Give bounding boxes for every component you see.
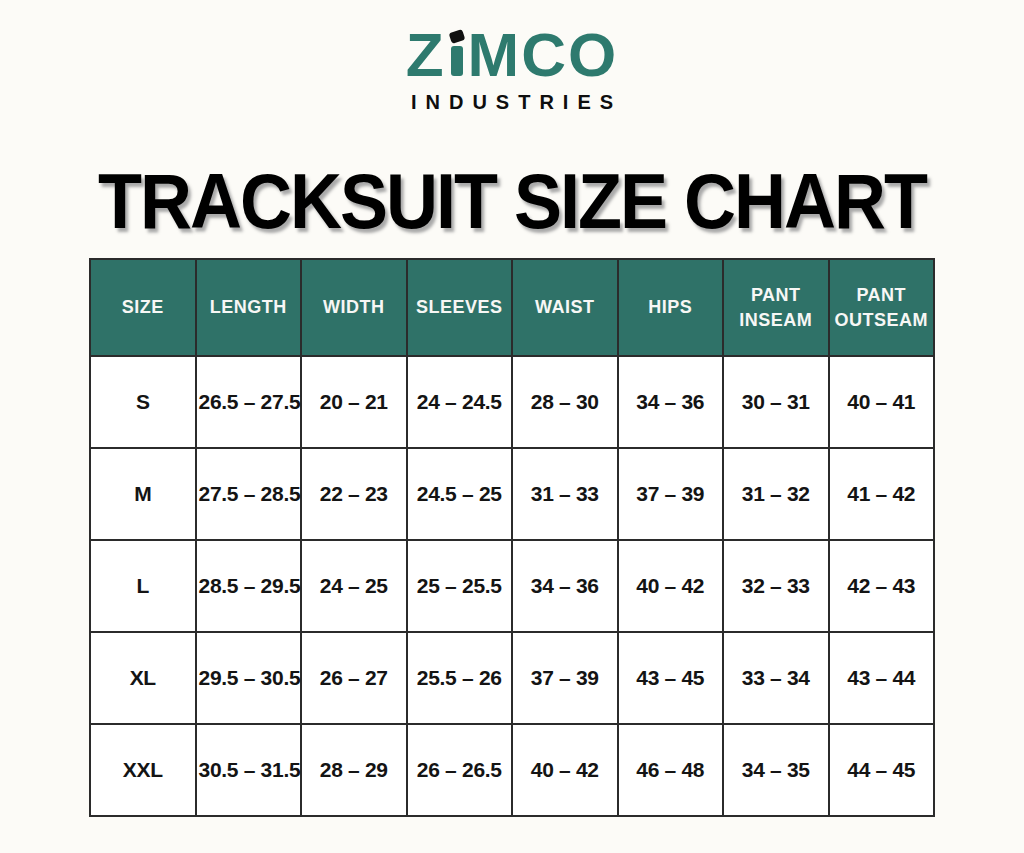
- cell-pant-inseam: 30 – 31: [723, 356, 829, 448]
- column-header-pant-inseam: PANT INSEAM: [723, 259, 829, 356]
- cell-pant-outseam: 42 – 43: [829, 540, 935, 632]
- logo-i-stem: [451, 46, 463, 76]
- cell-width: 24 – 25: [301, 540, 407, 632]
- cell-size: M: [90, 448, 196, 540]
- table-header: SIZE LENGTH WIDTH SLEEVES WAIST HIPS PAN…: [90, 259, 934, 356]
- page-title: TRACKSUIT SIZE CHART: [0, 160, 1024, 244]
- cell-sleeves: 24 – 24.5: [407, 356, 513, 448]
- cell-pant-inseam: 32 – 33: [723, 540, 829, 632]
- cell-pant-outseam: 41 – 42: [829, 448, 935, 540]
- table-row-l: L 28.5 – 29.5 24 – 25 25 – 25.5 34 – 36 …: [90, 540, 934, 632]
- cell-pant-inseam: 34 – 35: [723, 724, 829, 816]
- brand-letters-mco: MCO: [468, 20, 619, 89]
- column-header-size: SIZE: [90, 259, 196, 356]
- cell-waist: 34 – 36: [512, 540, 618, 632]
- cell-size: S: [90, 356, 196, 448]
- table-row-s: S 26.5 – 27.5 20 – 21 24 – 24.5 28 – 30 …: [90, 356, 934, 448]
- cell-sleeves: 25 – 25.5: [407, 540, 513, 632]
- cell-pant-inseam: 33 – 34: [723, 632, 829, 724]
- brand-logo: ZMCO INDUSTRIES: [0, 24, 1024, 112]
- cell-length: 27.5 – 28.5: [196, 448, 302, 540]
- cell-waist: 28 – 30: [512, 356, 618, 448]
- cell-width: 28 – 29: [301, 724, 407, 816]
- cell-length: 29.5 – 30.5: [196, 632, 302, 724]
- cell-width: 26 – 27: [301, 632, 407, 724]
- column-header-sleeves: SLEEVES: [407, 259, 513, 356]
- header-row: SIZE LENGTH WIDTH SLEEVES WAIST HIPS PAN…: [90, 259, 934, 356]
- cell-width: 20 – 21: [301, 356, 407, 448]
- cell-width: 22 – 23: [301, 448, 407, 540]
- cell-length: 30.5 – 31.5: [196, 724, 302, 816]
- brand-letter-i: [450, 30, 464, 76]
- cell-waist: 40 – 42: [512, 724, 618, 816]
- cell-size: XXL: [90, 724, 196, 816]
- brand-subtitle: INDUSTRIES: [0, 92, 1024, 112]
- cell-size: L: [90, 540, 196, 632]
- cell-hips: 40 – 42: [618, 540, 724, 632]
- cell-waist: 31 – 33: [512, 448, 618, 540]
- table-row-m: M 27.5 – 28.5 22 – 23 24.5 – 25 31 – 33 …: [90, 448, 934, 540]
- cell-length: 26.5 – 27.5: [196, 356, 302, 448]
- cell-size: XL: [90, 632, 196, 724]
- column-header-hips: HIPS: [618, 259, 724, 356]
- cell-hips: 34 – 36: [618, 356, 724, 448]
- cell-pant-outseam: 43 – 44: [829, 632, 935, 724]
- table-body: S 26.5 – 27.5 20 – 21 24 – 24.5 28 – 30 …: [90, 356, 934, 816]
- column-header-pant-outseam: PANT OUTSEAM: [829, 259, 935, 356]
- cell-hips: 37 – 39: [618, 448, 724, 540]
- size-chart-table: SIZE LENGTH WIDTH SLEEVES WAIST HIPS PAN…: [89, 258, 935, 817]
- cell-pant-inseam: 31 – 32: [723, 448, 829, 540]
- brand-letter-z: Z: [406, 20, 446, 89]
- column-header-width: WIDTH: [301, 259, 407, 356]
- cell-sleeves: 24.5 – 25: [407, 448, 513, 540]
- cell-waist: 37 – 39: [512, 632, 618, 724]
- cell-sleeves: 26 – 26.5: [407, 724, 513, 816]
- page: ZMCO INDUSTRIES TRACKSUIT SIZE CHART SIZ…: [0, 0, 1024, 853]
- cell-length: 28.5 – 29.5: [196, 540, 302, 632]
- logo-i-dot-icon: [448, 29, 465, 44]
- cell-pant-outseam: 40 – 41: [829, 356, 935, 448]
- table-row-xl: XL 29.5 – 30.5 26 – 27 25.5 – 26 37 – 39…: [90, 632, 934, 724]
- column-header-waist: WAIST: [512, 259, 618, 356]
- table-row-xxl: XXL 30.5 – 31.5 28 – 29 26 – 26.5 40 – 4…: [90, 724, 934, 816]
- cell-sleeves: 25.5 – 26: [407, 632, 513, 724]
- cell-hips: 43 – 45: [618, 632, 724, 724]
- column-header-length: LENGTH: [196, 259, 302, 356]
- cell-pant-outseam: 44 – 45: [829, 724, 935, 816]
- brand-wordmark: ZMCO: [406, 24, 619, 86]
- cell-hips: 46 – 48: [618, 724, 724, 816]
